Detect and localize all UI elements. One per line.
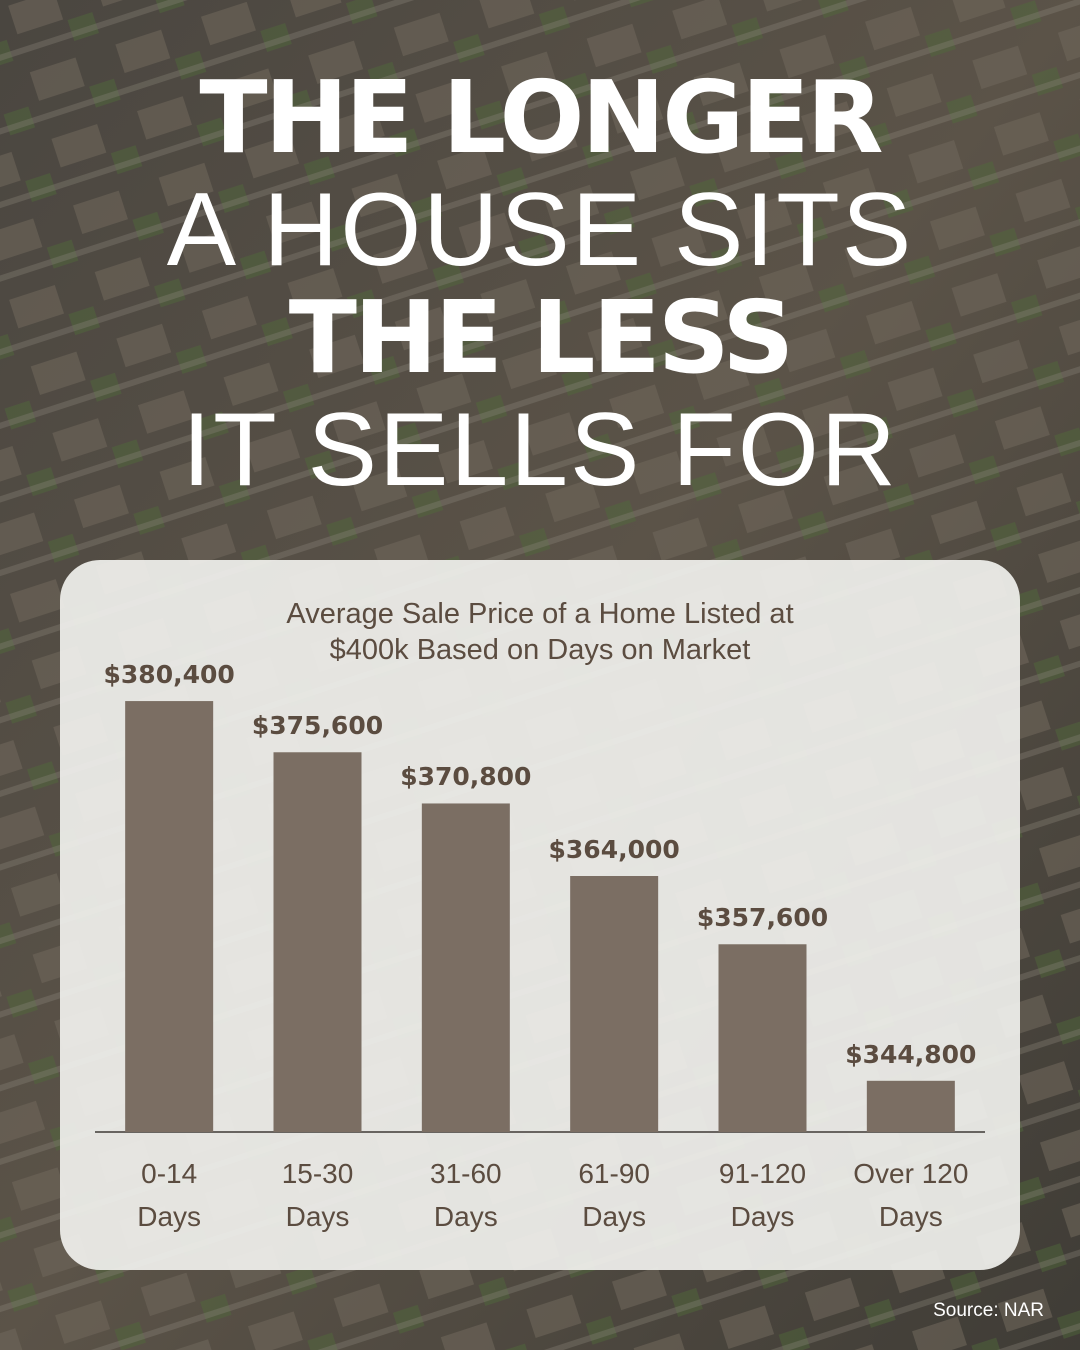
source: Source: NAR <box>933 1300 1044 1321</box>
value-label: $375,600 <box>251 711 384 741</box>
title-line: IT SELLS FOR <box>182 392 898 508</box>
bar <box>718 944 807 1132</box>
x-tick-label: 31-60 Days <box>430 1158 502 1232</box>
x-tick-label: 15-30 Days <box>281 1158 354 1232</box>
bar <box>125 701 214 1132</box>
value-label: $344,800 <box>845 1039 977 1069</box>
chart-subtitle: Average Sale Price of a Home Listed at $… <box>286 598 794 666</box>
bar <box>570 876 659 1132</box>
bar <box>866 1080 955 1132</box>
bar <box>421 803 510 1132</box>
value-label: $380,400 <box>103 660 235 690</box>
x-tick-label: 91-120 Days <box>718 1158 807 1232</box>
value-label: $364,000 <box>548 835 680 864</box>
title-line: A HOUSE SITS <box>166 172 914 288</box>
x-tick-label: 61-90 Days <box>578 1158 650 1232</box>
title-line: THE LONGER <box>199 59 883 176</box>
value-label: $370,800 <box>400 762 532 792</box>
x-tick-label: Over 120 Days <box>853 1158 969 1232</box>
value-label: $357,600 <box>696 903 829 933</box>
title-line: THE LESS <box>288 279 795 396</box>
x-tick-label: 0-14 Days <box>137 1158 202 1232</box>
bar <box>273 752 362 1132</box>
